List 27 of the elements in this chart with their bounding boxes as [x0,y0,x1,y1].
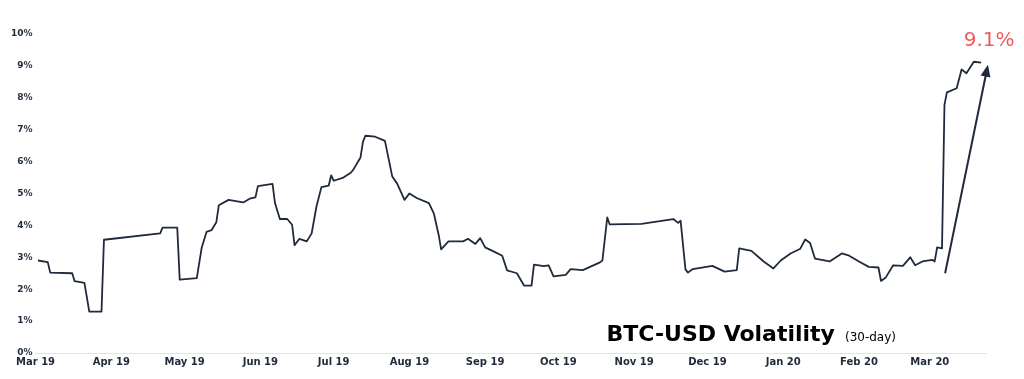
y-tick-label: 2% [17,283,33,294]
y-tick-label: 10% [11,28,33,39]
x-tick-label: Jul 19 [316,355,350,367]
y-tick-label: 6% [17,155,33,166]
x-tick-label: Apr 19 [92,355,130,367]
y-tick-label: 4% [17,219,33,230]
x-tick-label: May 19 [164,355,205,367]
text: BTC-USD Volatility [606,321,835,346]
x-tick-label: Feb 20 [840,355,878,367]
x-tick-label: Jun 19 [241,355,279,367]
y-tick-label: 7% [17,124,33,135]
text: (30-day) [844,330,897,344]
x-tick-label: Aug 19 [389,355,430,367]
y-tick-label: 5% [17,187,33,198]
x-tick-label: Mar 19 [16,355,56,367]
y-tick-label: 3% [17,251,33,262]
y-tick-label: 8% [17,92,33,103]
y-tick-label: 9% [17,60,33,71]
x-tick-label: Sep 19 [465,355,505,367]
x-tick-label: Nov 19 [614,355,654,367]
y-tick-label: 0% [17,347,33,358]
x-tick-label: Oct 19 [540,355,577,367]
x-tick-label: Dec 19 [688,355,727,367]
annotation: 9.1% [963,26,1015,51]
y-tick-label: 1% [17,315,33,326]
x-tick-label: Mar 20 [910,355,950,367]
x-tick-label: Jan 20 [764,355,801,367]
